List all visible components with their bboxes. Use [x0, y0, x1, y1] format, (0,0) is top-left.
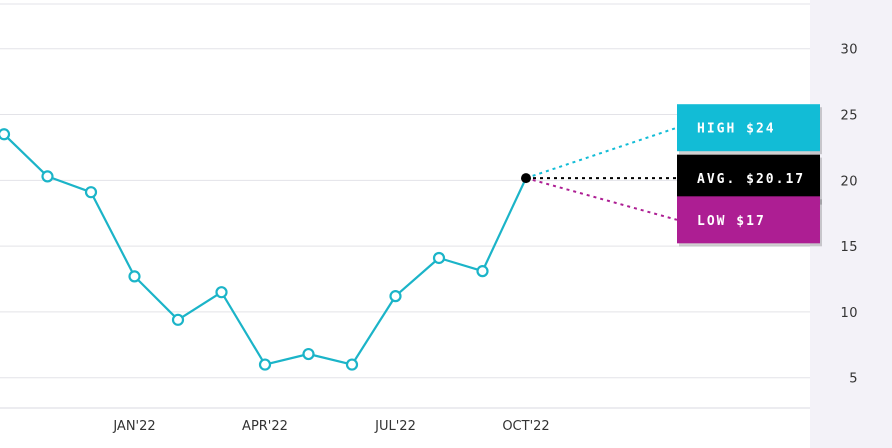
callout-connectors [525, 126, 678, 221]
callout-high: HIGH $24 [677, 104, 822, 155]
callout-connector-high [525, 126, 678, 180]
x-tick-label: APR'22 [242, 419, 288, 434]
callout-low: LOW $17 [677, 196, 822, 247]
price-series-line [3, 133, 527, 366]
y-tick-label: 30 [840, 43, 858, 58]
x-tick-label: JAN'22 [112, 419, 155, 434]
callout-label: LOW $17 [697, 214, 766, 229]
data-point [345, 358, 359, 371]
y-tick-label: 10 [840, 306, 858, 321]
callout-box [677, 104, 820, 152]
data-point [84, 186, 98, 199]
y-tick-label: 25 [840, 109, 858, 124]
data-point [302, 347, 315, 361]
x-tick-label: JUL'22 [374, 419, 416, 434]
y-axis-band [810, 0, 892, 448]
y-axis-ticks: 5 10 15 20 25 30 [840, 43, 858, 387]
data-point [215, 286, 228, 299]
gridlines [0, 3, 810, 379]
y-tick-label: 5 [849, 372, 858, 387]
data-point [0, 128, 11, 141]
callout-label: AVG. $20.17 [697, 172, 805, 187]
data-point [432, 251, 446, 265]
y-tick-label: 20 [840, 174, 858, 189]
data-point [171, 313, 185, 326]
data-point [128, 270, 141, 283]
callout-label: HIGH $24 [697, 122, 776, 137]
callout-box [677, 196, 820, 244]
y-tick-label: 15 [840, 240, 858, 255]
price-series-points [0, 128, 531, 371]
data-point [389, 290, 402, 303]
data-point [476, 265, 489, 278]
callout-connector-low [525, 177, 678, 221]
callout-boxes: HIGH $24 AVG. $20.17 LOW $17 [677, 104, 822, 247]
callout-box [677, 154, 820, 202]
data-point-current [521, 173, 531, 184]
x-tick-label: OCT'22 [502, 419, 549, 434]
x-axis-ticks: JAN'22 APR'22 JUL'22 OCT'22 [112, 419, 549, 434]
data-point [258, 358, 272, 371]
data-point [41, 170, 54, 183]
